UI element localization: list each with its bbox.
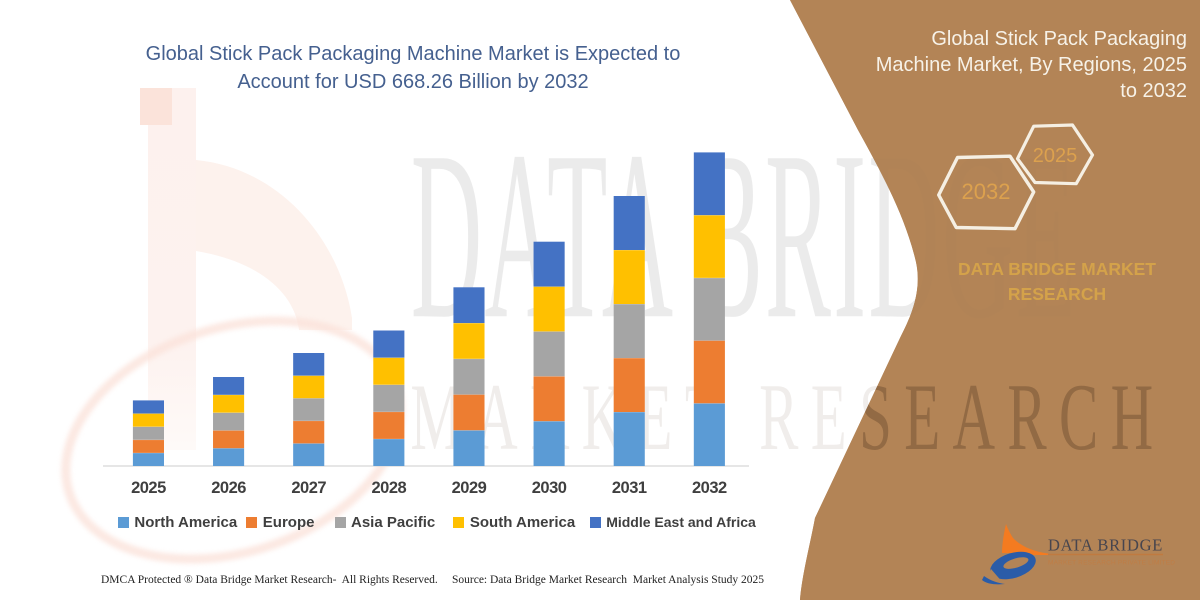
svg-text:MARKET RESEARCH PRIVATE LIMITE: MARKET RESEARCH PRIVATE LIMITED bbox=[1048, 560, 1175, 567]
svg-text:2032: 2032 bbox=[962, 179, 1011, 204]
svg-text:DATA BRIDGE: DATA BRIDGE bbox=[1048, 536, 1163, 555]
svg-text:2025: 2025 bbox=[1033, 145, 1078, 167]
